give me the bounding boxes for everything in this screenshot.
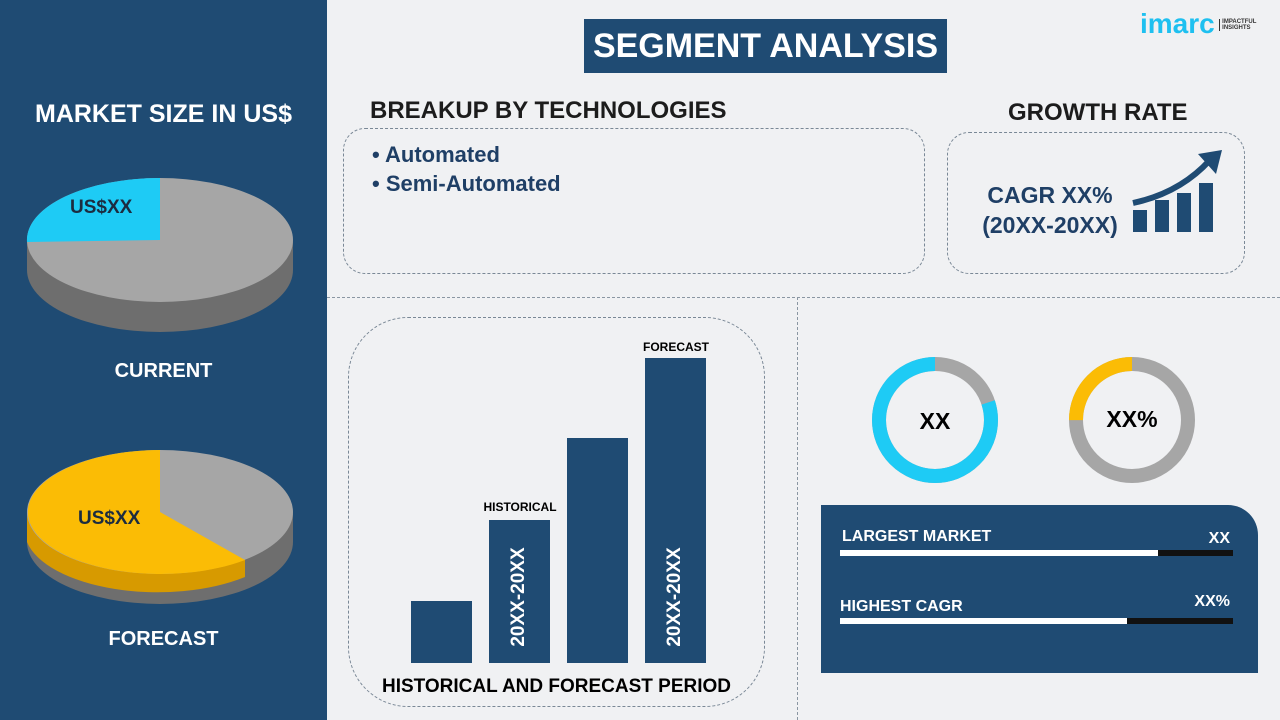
page-title: SEGMENT ANALYSIS	[584, 19, 947, 73]
donut-1-label: XX	[919, 408, 951, 434]
cagr-text: CAGR XX% (20XX-20XX)	[982, 182, 1118, 238]
fore-range: 20XX-20XX	[664, 547, 685, 647]
bar-3	[567, 438, 628, 663]
historical-label: HISTORICAL	[483, 500, 557, 514]
stats-panel	[821, 505, 1258, 673]
current-value: US$XX	[70, 197, 133, 218]
hist-range: 20XX-20XX	[508, 547, 529, 647]
breakup-heading: BREAKUP BY TECHNOLOGIES	[370, 97, 727, 124]
current-label: CURRENT	[114, 360, 213, 382]
highest-cagr-bar	[840, 618, 1233, 624]
forecast-bar-label: FORECAST	[643, 340, 709, 354]
breakup-item: • Automated	[372, 142, 500, 167]
market-size-heading: MARKET SIZE IN US$	[35, 100, 292, 128]
largest-market-bar	[840, 550, 1233, 556]
current-pie	[26, 177, 293, 332]
divider	[327, 297, 1280, 298]
breakup-list: • Automated • Semi-Automated	[372, 140, 561, 198]
forecast-value: US$XX	[78, 508, 141, 529]
breakup-box	[343, 128, 925, 274]
donut-1	[872, 357, 998, 483]
donut-2-label: XX%	[1106, 406, 1158, 432]
period-chart-box	[348, 317, 765, 707]
period-footer: HISTORICAL AND FORECAST PERIOD	[381, 676, 732, 697]
breakup-item: • Semi-Automated	[372, 171, 561, 196]
imarc-logo: imarc IMPACTFUL INSIGHTS	[1140, 8, 1279, 40]
divider	[797, 297, 798, 720]
growth-box	[947, 132, 1245, 274]
highest-cagr-label: HIGHEST CAGR	[840, 598, 963, 615]
bar-2	[489, 520, 550, 663]
highest-cagr-value: XX%	[1194, 593, 1230, 610]
growth-heading: GROWTH RATE	[1008, 99, 1188, 126]
bar-1	[411, 601, 472, 663]
largest-market-value: XX	[1208, 530, 1230, 547]
forecast-slice	[27, 450, 246, 574]
forecast-pie	[27, 450, 293, 604]
donut-2	[1069, 357, 1195, 483]
growth-chart-icon	[1132, 150, 1222, 232]
largest-market-label: LARGEST MARKET	[842, 528, 992, 545]
forecast-label: FORECAST	[108, 628, 219, 650]
bar-4	[645, 358, 706, 663]
current-slice	[26, 177, 161, 242]
